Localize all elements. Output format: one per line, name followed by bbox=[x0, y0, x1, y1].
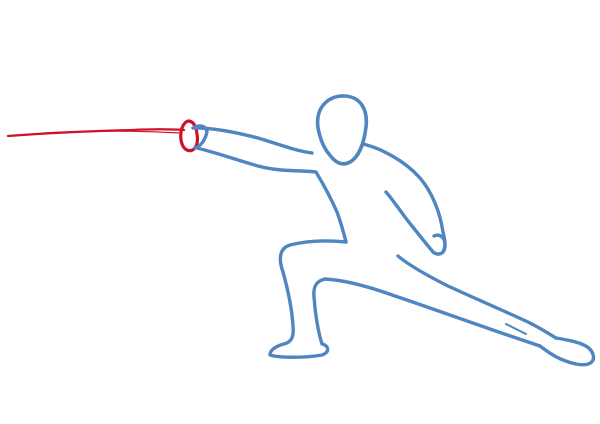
sword-blade bbox=[6, 128, 186, 138]
fencer-hand bbox=[191, 124, 209, 150]
fencer-arm-upper bbox=[194, 126, 314, 155]
epee-icon bbox=[6, 119, 200, 153]
fencer-rear-arm bbox=[384, 190, 447, 256]
fencer-front-leg bbox=[268, 239, 348, 359]
fencer-accent-stroke bbox=[505, 323, 527, 335]
fencer-back-leg bbox=[396, 254, 558, 340]
fencer-arm-lower bbox=[195, 146, 348, 244]
fencer-back-foot bbox=[538, 336, 596, 367]
fencer-thigh bbox=[323, 277, 542, 348]
sword-blade-edge bbox=[43, 130, 182, 134]
fencer-head bbox=[315, 94, 369, 166]
fencer-icon bbox=[191, 94, 596, 367]
